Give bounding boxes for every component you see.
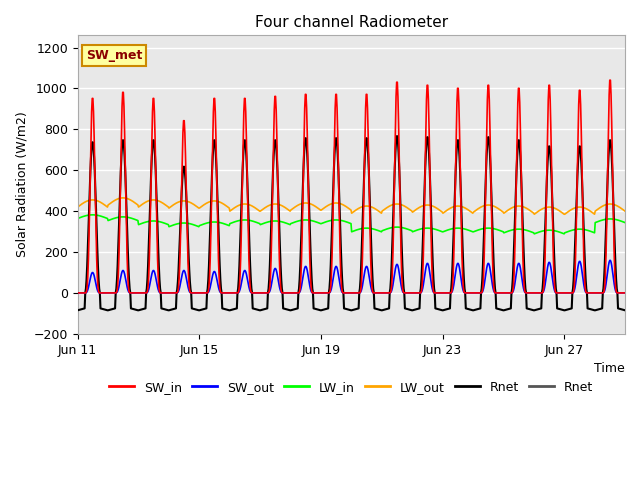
Y-axis label: Solar Radiation (W/m2): Solar Radiation (W/m2) <box>15 112 28 257</box>
Text: SW_met: SW_met <box>86 49 142 62</box>
X-axis label: Time: Time <box>595 362 625 375</box>
Title: Four channel Radiometer: Four channel Radiometer <box>255 15 448 30</box>
Legend: SW_in, SW_out, LW_in, LW_out, Rnet, Rnet: SW_in, SW_out, LW_in, LW_out, Rnet, Rnet <box>104 376 598 399</box>
